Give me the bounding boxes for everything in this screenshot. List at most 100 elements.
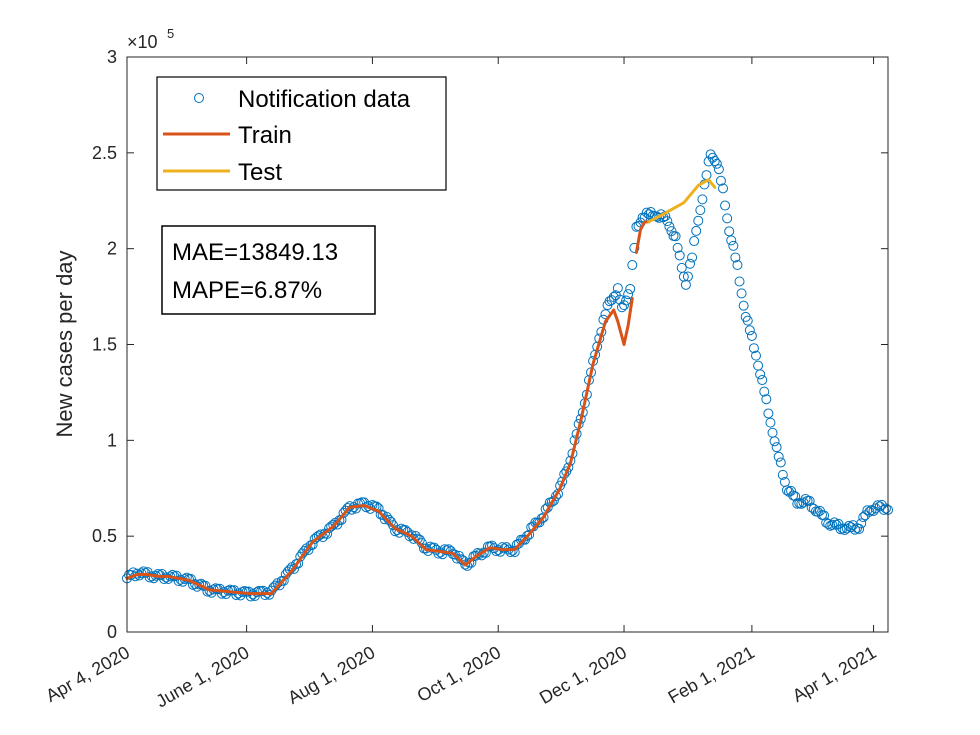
axes-box <box>126 56 889 633</box>
data-point <box>720 200 731 211</box>
data-point <box>804 495 815 506</box>
data-point <box>167 569 178 580</box>
data-point <box>755 369 766 380</box>
data-point <box>674 250 685 261</box>
metric-mae: MAE=13849.13 <box>172 239 338 266</box>
data-point <box>210 583 221 594</box>
data-point <box>864 506 875 517</box>
data-point <box>748 343 759 354</box>
tick-marks <box>126 56 888 633</box>
series-train-line <box>125 297 634 596</box>
data-point <box>773 451 784 462</box>
data-point <box>713 164 724 175</box>
data-point <box>837 523 848 534</box>
data-point <box>771 442 782 453</box>
data-point <box>627 260 638 271</box>
data-point <box>439 544 450 555</box>
series-test-line <box>647 178 717 224</box>
data-point <box>623 289 634 300</box>
data-point <box>722 213 733 224</box>
data-point <box>550 491 561 502</box>
data-point <box>505 547 516 558</box>
data-point <box>728 240 739 251</box>
data-point <box>880 503 891 514</box>
data-point <box>742 315 753 326</box>
data-point <box>524 529 535 540</box>
data-point <box>850 524 860 535</box>
data-point <box>759 386 770 397</box>
data-point <box>819 510 830 521</box>
data-point <box>763 408 774 419</box>
data-point <box>691 225 702 236</box>
data-point <box>775 457 786 468</box>
y-tick-label: 2.5 <box>92 143 117 163</box>
data-point <box>744 325 755 336</box>
data-point <box>664 221 675 232</box>
data-point <box>159 574 170 585</box>
data-point <box>709 155 720 166</box>
metrics-box <box>161 225 376 315</box>
data-point <box>732 260 743 271</box>
data-point <box>144 572 155 583</box>
data-point <box>497 542 508 553</box>
legend-label-test: Test <box>238 159 282 186</box>
data-point <box>693 215 704 226</box>
y-exponent-power: 5 <box>167 26 174 41</box>
y-tick-label: 1.5 <box>92 335 117 355</box>
data-point <box>765 417 776 428</box>
data-point <box>726 235 737 246</box>
metric-mape: MAPE=6.87% <box>172 277 322 304</box>
data-point <box>829 517 840 528</box>
data-point <box>711 158 722 169</box>
data-point <box>781 485 792 496</box>
data-point <box>697 194 708 205</box>
data-point <box>379 514 390 525</box>
data-point <box>823 519 834 530</box>
data-point <box>173 575 184 586</box>
data-point <box>662 216 673 227</box>
y-tick-label: 2 <box>107 239 117 259</box>
data-point <box>536 513 547 524</box>
data-point <box>718 183 729 194</box>
y-tick-label: 1 <box>107 430 117 450</box>
data-point <box>619 300 630 311</box>
data-point <box>612 283 623 294</box>
data-point <box>761 394 772 405</box>
data-point <box>738 300 749 311</box>
data-point <box>841 523 852 534</box>
data-point <box>225 584 236 595</box>
legend-label-notification: Notification data <box>238 86 411 113</box>
legend: Notification data Train Test <box>156 76 447 191</box>
y-tick-label: 0 <box>107 622 117 642</box>
y-tick-label: 3 <box>107 47 117 67</box>
data-point <box>641 207 652 218</box>
data-point <box>293 558 304 569</box>
legend-label-train: Train <box>238 122 292 149</box>
data-point <box>522 530 533 541</box>
data-point <box>672 242 683 253</box>
data-point <box>734 276 745 287</box>
data-point <box>451 553 462 564</box>
data-point <box>685 258 696 269</box>
data-point <box>608 292 619 302</box>
data-point <box>408 533 419 544</box>
data-point <box>689 236 700 247</box>
data-point <box>769 436 780 447</box>
data-point <box>856 518 867 529</box>
data-point <box>746 330 757 341</box>
y-tick-label: 0.5 <box>92 526 117 546</box>
y-axis-title: New cases per day <box>52 250 77 437</box>
legend-marker-notification <box>194 93 204 103</box>
data-point <box>854 523 865 534</box>
data-point <box>278 575 289 586</box>
data-point <box>757 375 768 386</box>
data-point <box>777 469 788 480</box>
series-train-line <box>634 220 651 254</box>
data-point <box>629 242 640 253</box>
series-layer <box>122 149 893 602</box>
data-point <box>202 586 213 597</box>
data-point <box>827 519 838 530</box>
data-point <box>315 529 326 540</box>
data-point <box>625 283 636 294</box>
